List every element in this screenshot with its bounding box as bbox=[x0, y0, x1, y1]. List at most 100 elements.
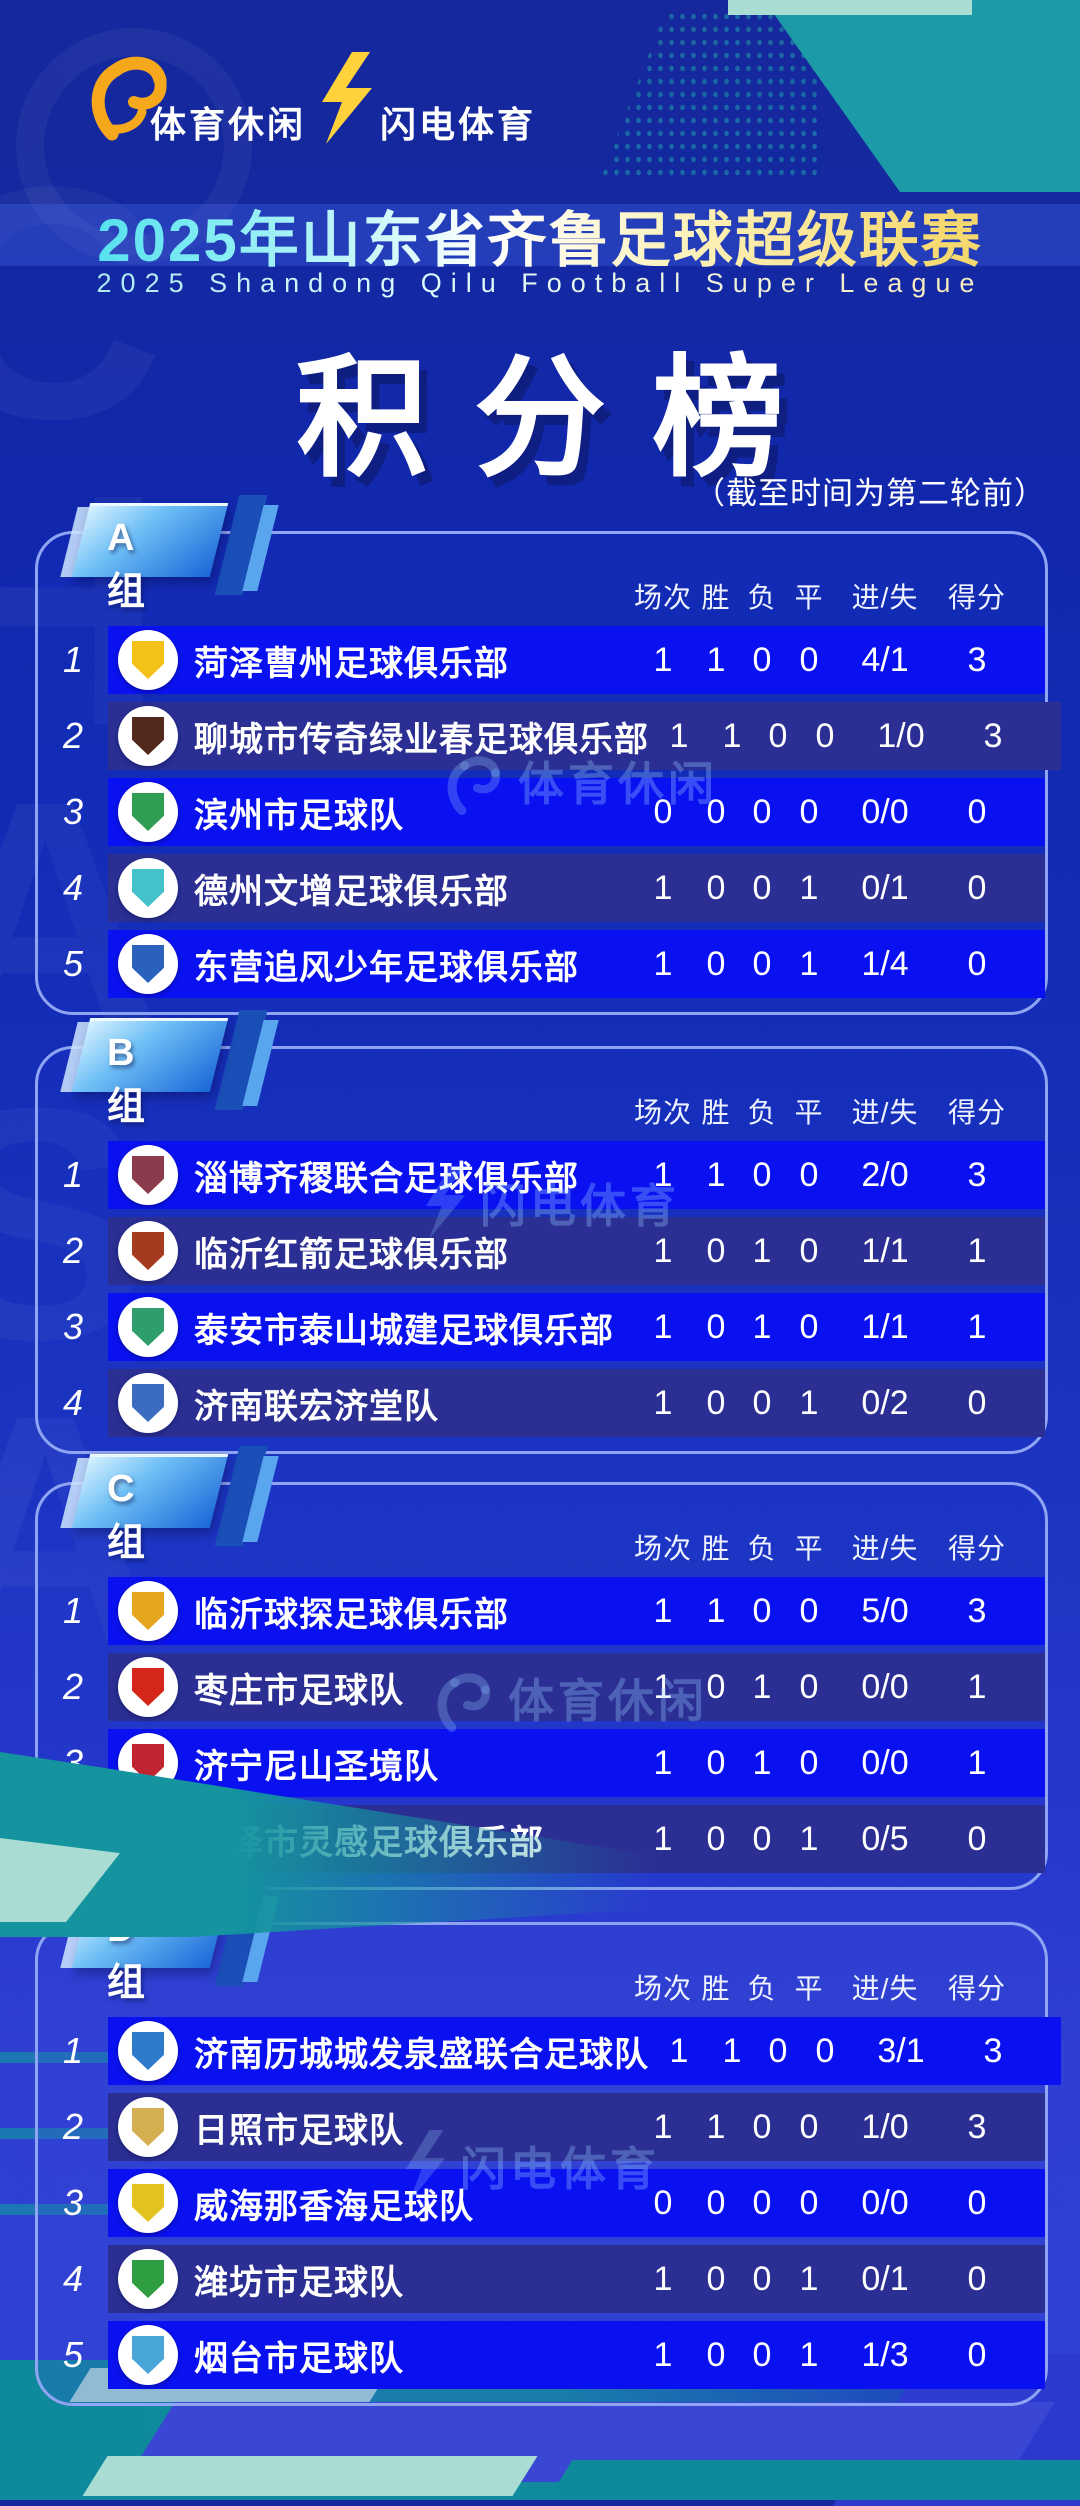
stat-played: 1 bbox=[653, 1591, 673, 1630]
team-crest bbox=[118, 1373, 178, 1433]
stat-played: 1 bbox=[669, 716, 689, 755]
stat-draw: 0 bbox=[799, 1667, 819, 1706]
col-goals: 进/失 bbox=[851, 582, 919, 613]
table-row: 2 日照市足球队 1 1 0 0 1/0 3 bbox=[38, 2093, 1045, 2161]
team-crest bbox=[118, 630, 178, 690]
stat-win: 0 bbox=[706, 1667, 726, 1706]
stat-goals: 1/4 bbox=[861, 944, 909, 983]
table-row: 1 临沂球探足球俱乐部 1 1 0 0 5/0 3 bbox=[38, 1577, 1045, 1645]
team-name: 淄博齐稷联合足球俱乐部 bbox=[194, 1159, 579, 1198]
col-points: 得分 bbox=[947, 1973, 1006, 2004]
rank-number: 2 bbox=[62, 1666, 84, 1707]
col-goals: 进/失 bbox=[851, 1533, 919, 1564]
stat-win: 0 bbox=[706, 868, 726, 907]
stat-loss: 1 bbox=[752, 1667, 772, 1706]
stat-draw: 0 bbox=[815, 716, 835, 755]
stat-loss: 0 bbox=[752, 640, 772, 679]
team-name: 临沂红箭足球俱乐部 bbox=[194, 1235, 509, 1274]
stat-goals: 1/1 bbox=[861, 1231, 909, 1270]
col-win: 胜 bbox=[701, 582, 731, 613]
stat-goals: 0/2 bbox=[861, 1383, 909, 1422]
stat-points: 0 bbox=[967, 2259, 987, 2298]
col-win: 胜 bbox=[701, 1973, 731, 2004]
stat-draw: 1 bbox=[799, 2335, 819, 2374]
stat-win: 0 bbox=[706, 2335, 726, 2374]
stat-played: 0 bbox=[653, 2183, 673, 2222]
stat-points: 0 bbox=[967, 868, 987, 907]
rank-number: 3 bbox=[62, 791, 84, 832]
stat-points: 0 bbox=[967, 792, 987, 831]
stat-draw: 0 bbox=[799, 1231, 819, 1270]
team-name: 泰安市泰山城建足球俱乐部 bbox=[194, 1311, 614, 1350]
cutoff-note: （截至时间为第二轮前） bbox=[694, 476, 1046, 511]
stat-loss: 0 bbox=[752, 1383, 772, 1422]
stat-draw: 1 bbox=[799, 2259, 819, 2298]
stat-points: 3 bbox=[983, 2031, 1003, 2070]
brand-left-label: 体育休闲 bbox=[150, 104, 307, 145]
stat-points: 0 bbox=[967, 2335, 987, 2374]
col-points: 得分 bbox=[947, 1533, 1006, 1564]
rank-number: 1 bbox=[62, 1154, 84, 1195]
rank-number: 1 bbox=[62, 639, 84, 680]
team-crest bbox=[118, 1221, 178, 1281]
stat-goals: 1/0 bbox=[861, 2107, 909, 2146]
team-crest bbox=[118, 2249, 178, 2309]
table-row: 4 德州文增足球俱乐部 1 0 0 1 0/1 0 bbox=[38, 854, 1045, 922]
team-crest bbox=[118, 2021, 178, 2081]
group-a-label: A组 bbox=[107, 517, 146, 613]
team-crest bbox=[118, 1657, 178, 1717]
stats-header-row: 场次 胜 负 平 进/失 得分 bbox=[38, 1485, 1045, 1577]
stat-draw: 0 bbox=[799, 1743, 819, 1782]
stat-goals: 3/1 bbox=[877, 2031, 925, 2070]
table-row: 3 威海那香海足球队 0 0 0 0 0/0 0 bbox=[38, 2169, 1045, 2237]
stat-win: 0 bbox=[706, 2259, 726, 2298]
rank-number: 1 bbox=[62, 1590, 84, 1631]
col-draw: 平 bbox=[794, 1533, 824, 1564]
stat-goals: 1/0 bbox=[877, 716, 925, 755]
team-name: 济南联宏济堂队 bbox=[194, 1387, 439, 1426]
stat-draw: 0 bbox=[815, 2031, 835, 2070]
stat-goals: 4/1 bbox=[861, 640, 909, 679]
group-d-section: D组 闪电体育 场次 胜 负 平 进/失 得分 1 济南历城城发泉盛联合足球队 bbox=[35, 1886, 1061, 2406]
stat-goals: 0/1 bbox=[861, 868, 909, 907]
stat-win: 0 bbox=[706, 1307, 726, 1346]
stat-played: 1 bbox=[653, 944, 673, 983]
group-b-panel: 闪电体育 场次 胜 负 平 进/失 得分 1 淄博齐稷联合足球俱乐部 1 1 0 bbox=[35, 1046, 1048, 1454]
group-a-section: A组 体育休闲 场次 胜 负 平 进/失 得分 1 菏泽曹州足球俱乐部 1 bbox=[35, 495, 1061, 1015]
table-row: 3 泰安市泰山城建足球俱乐部 1 0 1 0 1/1 1 bbox=[38, 1293, 1045, 1361]
team-crest bbox=[118, 2325, 178, 2385]
decor-title-band bbox=[0, 204, 1080, 266]
stat-played: 1 bbox=[653, 640, 673, 679]
rank-number: 4 bbox=[62, 2258, 84, 2299]
stat-points: 0 bbox=[967, 1383, 987, 1422]
col-points: 得分 bbox=[947, 1097, 1006, 1128]
stat-loss: 0 bbox=[752, 2183, 772, 2222]
stat-goals: 0/0 bbox=[861, 2183, 909, 2222]
col-win: 胜 bbox=[701, 1533, 731, 1564]
page-title: 积分榜 bbox=[296, 345, 830, 492]
table-row: 1 济南历城城发泉盛联合足球队 1 1 0 0 3/1 3 bbox=[38, 2017, 1061, 2085]
league-subtitle-en: 2025 Shandong Qilu Football Super League bbox=[0, 268, 1080, 299]
stat-win: 1 bbox=[706, 1591, 726, 1630]
stat-loss: 1 bbox=[752, 1231, 772, 1270]
stat-win: 0 bbox=[706, 2183, 726, 2222]
stat-draw: 0 bbox=[799, 1307, 819, 1346]
table-row: 5 烟台市足球队 1 0 0 1 1/3 0 bbox=[38, 2321, 1045, 2389]
col-played: 场次 bbox=[633, 1533, 692, 1564]
stat-played: 1 bbox=[653, 1155, 673, 1194]
stat-goals: 0/0 bbox=[861, 1667, 909, 1706]
header: 体育休闲 闪电体育 bbox=[0, 0, 1080, 170]
col-loss: 负 bbox=[747, 1533, 777, 1564]
team-crest bbox=[118, 1145, 178, 1205]
table-row: 2 枣庄市足球队 1 0 1 0 0/0 1 bbox=[38, 1653, 1045, 1721]
team-name: 济南历城城发泉盛联合足球队 bbox=[194, 2035, 649, 2074]
team-name: 威海那香海足球队 bbox=[194, 2187, 474, 2226]
stat-played: 0 bbox=[653, 792, 673, 831]
rank-number: 5 bbox=[62, 2334, 84, 2375]
rank-number: 4 bbox=[62, 867, 84, 908]
team-name: 济宁尼山圣境队 bbox=[194, 1747, 439, 1786]
col-played: 场次 bbox=[633, 582, 692, 613]
stat-loss: 0 bbox=[752, 944, 772, 983]
stat-played: 1 bbox=[669, 2031, 689, 2070]
stat-points: 3 bbox=[967, 2107, 987, 2146]
